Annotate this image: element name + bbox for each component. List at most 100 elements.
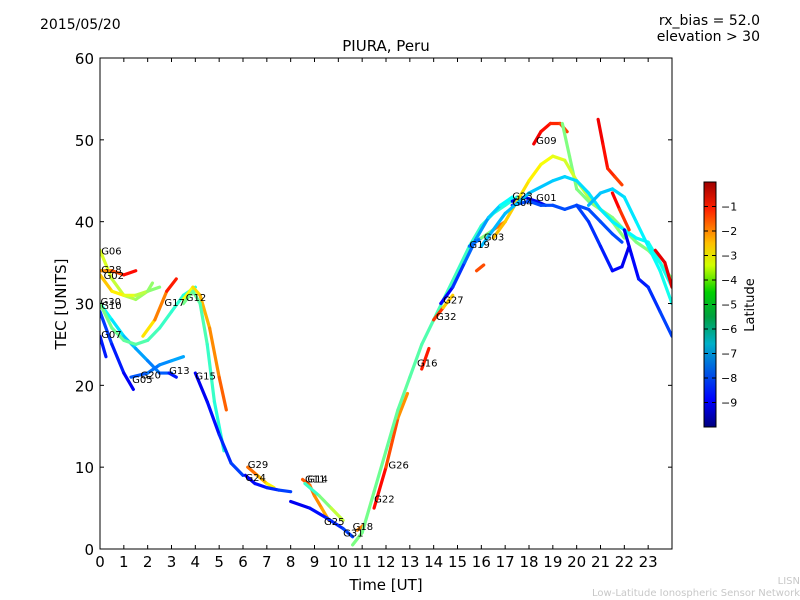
series-segment <box>491 220 507 240</box>
satellite-label: G12 <box>186 293 206 304</box>
series-segment <box>637 277 650 289</box>
colorbar: −1 −2 −3 −4 −5 −6 −7 −8 −9 Latitude <box>703 181 758 428</box>
series-g21 <box>479 175 672 289</box>
series-segment <box>341 526 355 539</box>
x-tick-label: 23 <box>639 553 658 571</box>
series-g22 <box>372 391 410 510</box>
series-g29 <box>246 465 276 490</box>
series-segment <box>441 293 455 310</box>
series-segment <box>539 121 553 134</box>
series-segment <box>596 117 605 146</box>
series-segment <box>408 342 424 379</box>
series-segment <box>467 236 483 248</box>
series-segment <box>575 187 591 203</box>
series-g23b <box>610 191 631 232</box>
series-segment <box>277 488 293 494</box>
x-tick-label: 8 <box>286 553 296 571</box>
satellite-label: G30 <box>100 297 120 308</box>
series-g24 <box>243 473 293 494</box>
series-g05 <box>100 310 135 392</box>
series-segment <box>467 224 483 248</box>
series-segment <box>193 371 209 404</box>
chart-title: PIURA, Peru <box>342 37 430 55</box>
satellite-label: G13 <box>169 366 189 377</box>
series-segment <box>653 248 667 265</box>
satellite-label: G09 <box>536 136 556 147</box>
series-g18b <box>622 228 672 338</box>
series-g12 <box>181 285 228 412</box>
x-tick-label: 4 <box>191 553 201 571</box>
series-segment <box>191 285 202 297</box>
series-segment <box>243 473 257 486</box>
series-segment <box>658 269 672 306</box>
colorbar-tick-label: −4 <box>721 274 737 287</box>
colorbar-label: Latitude <box>743 278 758 332</box>
series-segment <box>100 273 114 293</box>
series-segment <box>146 359 162 375</box>
x-tick-label: 10 <box>329 553 348 571</box>
series-segment <box>479 211 507 248</box>
series-segment <box>451 260 467 289</box>
series-segment <box>100 248 114 281</box>
series-segment <box>153 289 169 322</box>
satellite-label: G27 <box>443 295 463 306</box>
series-segment <box>663 260 672 289</box>
series-segment <box>198 301 209 347</box>
colorbar-tick-label: −8 <box>721 372 737 385</box>
y-tick-label: 10 <box>75 459 94 477</box>
series-segment <box>289 499 312 510</box>
date-label: 2015/05/20 <box>40 17 121 33</box>
series-g11 <box>596 117 624 187</box>
series-segment <box>396 391 410 420</box>
series-segment <box>486 203 502 220</box>
series-segment <box>205 400 221 437</box>
satellite-label: G03 <box>484 232 504 243</box>
series-segment <box>539 154 555 166</box>
series-g13 <box>167 371 178 379</box>
colorbar-tick-label: −1 <box>721 201 737 214</box>
series-segment <box>122 371 135 392</box>
satellite-label: G15 <box>195 372 215 383</box>
series-segment <box>191 289 202 306</box>
series-segment <box>384 416 400 469</box>
series-segment <box>560 121 572 158</box>
series-segment <box>100 310 114 347</box>
series-segment <box>265 486 281 492</box>
series-segment <box>134 289 150 297</box>
series-segment <box>308 506 329 520</box>
series-segment <box>169 293 186 314</box>
series-segment <box>474 263 486 273</box>
series-segment <box>134 338 150 347</box>
series-segment <box>617 207 631 232</box>
series-segment <box>198 293 212 330</box>
series-segment <box>498 195 514 207</box>
x-tick-label: 20 <box>567 553 586 571</box>
series-segment <box>255 473 269 486</box>
series-segment <box>575 203 591 224</box>
series-g14b <box>653 248 672 289</box>
series-segment <box>372 465 388 510</box>
satellite-label: G05 <box>132 375 152 386</box>
series-segment <box>563 175 579 183</box>
series-segment <box>586 191 603 207</box>
series-segment <box>122 338 138 347</box>
satellite-label: G29 <box>248 460 268 471</box>
series-segment <box>527 162 543 183</box>
satellite-label: G32 <box>436 312 456 323</box>
series-segment <box>324 516 345 531</box>
series-segment <box>110 269 126 277</box>
series-segment <box>265 481 276 490</box>
axes: 0 1 2 3 4 5 6 7 8 9 10 11 12 13 14 15 16 17 18 19 20 21 22 2301… <box>75 50 672 571</box>
series-segment <box>598 207 615 224</box>
series-segment <box>110 326 126 342</box>
series-segment <box>110 318 126 338</box>
series-segment <box>146 281 155 293</box>
footer-org-full: Low-Latitude Ionospheric Sensor Network <box>592 588 800 599</box>
satellite-label: G26 <box>388 461 408 472</box>
series-g15 <box>193 371 245 477</box>
series-segment <box>629 252 641 281</box>
y-tick-label: 0 <box>84 541 94 559</box>
series-segment <box>601 142 610 171</box>
series-segment <box>610 232 624 244</box>
series-segment <box>246 465 259 477</box>
